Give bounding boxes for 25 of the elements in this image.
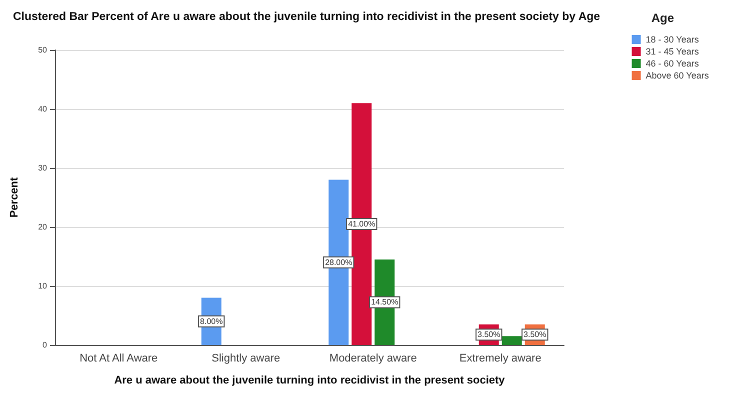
data-label: 14.50% <box>371 298 398 307</box>
legend-label: 31 - 45 Years <box>646 46 700 56</box>
x-tick-label: Slightly aware <box>212 352 280 364</box>
data-label: 3.50% <box>524 330 546 340</box>
x-tick-label: Not At All Aware <box>80 352 158 364</box>
y-tick-label: 0 <box>42 340 48 350</box>
legend-title: Age <box>651 11 674 25</box>
x-tick-label: Moderately aware <box>329 352 417 364</box>
data-label: 41.00% <box>348 220 376 229</box>
y-tick-label: 20 <box>38 222 48 232</box>
y-tick-label: 30 <box>38 164 48 172</box>
x-axis-title: Are u aware about the juvenile turning into recidivist in the present society <box>114 374 506 386</box>
chart-title: Clustered Bar Percent of Are u aware about the juvenile turning into recidivist in the present society by Age <box>13 11 600 23</box>
data-label: 3.50% <box>478 330 500 340</box>
legend-label: 18 - 30 Years <box>646 34 700 44</box>
y-axis-title: Percent <box>8 176 20 218</box>
x-tick-label: Extremely aware <box>459 352 542 364</box>
legend-label: 46 - 60 Years <box>646 58 700 68</box>
data-label: 28.00% <box>325 258 352 267</box>
bar <box>502 336 522 345</box>
data-label: 8.00% <box>200 316 223 326</box>
y-tick-label: 40 <box>38 104 48 114</box>
y-tick-label: 50 <box>38 46 48 54</box>
y-tick-label: 10 <box>38 282 48 290</box>
legend-label: Above 60 Years <box>646 70 710 80</box>
